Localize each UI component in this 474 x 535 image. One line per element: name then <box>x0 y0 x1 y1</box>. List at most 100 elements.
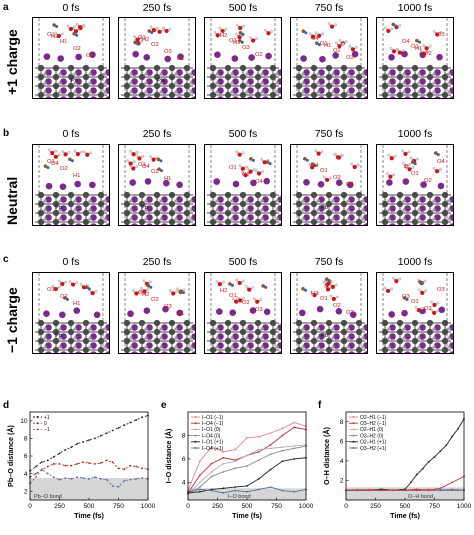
lead-atom <box>183 91 191 98</box>
iodine-atom <box>162 305 169 313</box>
lead-atom <box>82 91 90 98</box>
lead-atom <box>355 73 363 81</box>
md-snapshot-frame: O1 O2 O3 O4 H1 <box>376 17 454 99</box>
iodine-atom <box>333 351 340 353</box>
nitrogen-atom <box>240 40 244 44</box>
iodine-atom <box>404 196 411 203</box>
legend-label: 0 <box>44 421 47 427</box>
cation-atom <box>417 327 421 331</box>
iodine-atom <box>348 223 355 225</box>
cation-atom <box>129 327 133 331</box>
data-point <box>269 447 272 450</box>
data-point <box>105 459 108 462</box>
hydrogen-atom <box>307 163 311 166</box>
iodine-atom <box>60 214 67 221</box>
iodine-atom <box>60 223 67 225</box>
x-tick-label: 500 <box>242 503 253 510</box>
oxygen-atom <box>85 152 90 157</box>
cation-atom <box>361 199 365 203</box>
hydrogen-atom <box>321 32 324 36</box>
time-label: 250 fs <box>142 2 172 14</box>
iodine-atom <box>75 333 82 340</box>
x-tick-label: 750 <box>113 503 124 510</box>
iodine-atom <box>146 78 153 85</box>
iodine-atom <box>161 333 168 340</box>
atom-label: O4 <box>311 163 320 169</box>
lead-atom <box>82 328 90 336</box>
iodine-atom <box>248 54 255 61</box>
lead-atom <box>183 319 191 327</box>
carbon-atom <box>72 31 76 36</box>
legend-marker <box>194 434 197 437</box>
lead-atom <box>37 328 45 336</box>
lead-atom <box>209 73 217 81</box>
time-label: 500 fs <box>228 256 258 268</box>
iodine-atom <box>247 223 254 225</box>
cation-atom <box>447 336 451 340</box>
cation-atom <box>402 327 406 331</box>
x-axis-label: Time (fs) <box>74 511 104 520</box>
iodine-atom <box>434 214 441 221</box>
lead-atom <box>325 319 333 327</box>
data-point <box>76 442 79 445</box>
atom-label: O1 <box>47 287 55 293</box>
cation-atom <box>402 208 406 212</box>
lead-atom <box>239 319 247 327</box>
iodine-atom <box>60 196 67 203</box>
cation-atom <box>301 90 305 94</box>
iodine-atom <box>43 53 51 60</box>
cation-atom <box>103 208 107 212</box>
data-point <box>129 421 132 424</box>
iodine-atom <box>318 351 325 353</box>
cation-atom <box>174 208 178 212</box>
lead-atom <box>209 337 217 345</box>
lead-atom <box>97 73 105 81</box>
lead-atom <box>82 64 90 72</box>
atom-label: Pb <box>321 333 328 339</box>
cation-atom <box>103 81 107 85</box>
lead-atom <box>269 218 277 225</box>
iodine-atom <box>191 96 195 98</box>
data-point <box>99 477 102 480</box>
lead-atom <box>138 319 146 327</box>
legend-label: I–O4 (+1) <box>202 446 224 452</box>
oxygen-atom <box>56 33 62 39</box>
iodine-atom <box>217 69 224 76</box>
data-point <box>129 478 132 481</box>
panel-letter-a: a <box>3 2 9 13</box>
carbon-atom <box>249 157 253 161</box>
y-tick-label: 10 <box>20 418 28 425</box>
iodine-atom <box>404 205 411 212</box>
iodine-atom <box>363 223 367 225</box>
lead-atom <box>123 319 131 327</box>
lead-atom <box>37 346 45 353</box>
series-line <box>187 457 307 494</box>
data-point <box>222 456 225 459</box>
data-point <box>293 458 296 460</box>
cation-atom <box>432 199 436 203</box>
nitrogen-atom <box>304 288 308 292</box>
iodine-atom <box>59 311 66 319</box>
hydrogen-atom <box>215 279 219 283</box>
cation-atom <box>159 217 163 221</box>
nitrogen-atom <box>264 285 268 289</box>
cation-atom <box>129 72 133 76</box>
bond-region-label: Pb–O bond <box>34 494 62 500</box>
iodine-atom <box>131 214 138 221</box>
atom-label: O4 <box>142 164 151 170</box>
lead-atom <box>183 82 191 90</box>
iodine-atom <box>131 351 138 353</box>
lead-atom <box>224 218 232 225</box>
cation-atom <box>301 72 305 76</box>
iodine-atom <box>43 310 50 317</box>
oxygen-atom <box>251 38 256 43</box>
carbon-atom <box>325 277 329 281</box>
carbon-atom <box>228 282 232 286</box>
legend-label: −1 <box>44 427 50 433</box>
lead-atom <box>67 191 75 199</box>
lead-atom <box>381 346 389 353</box>
cation-atom <box>275 336 279 340</box>
hydrogen-atom <box>439 31 443 34</box>
iodine-atom <box>161 214 168 221</box>
hydrogen-atom <box>341 42 345 46</box>
